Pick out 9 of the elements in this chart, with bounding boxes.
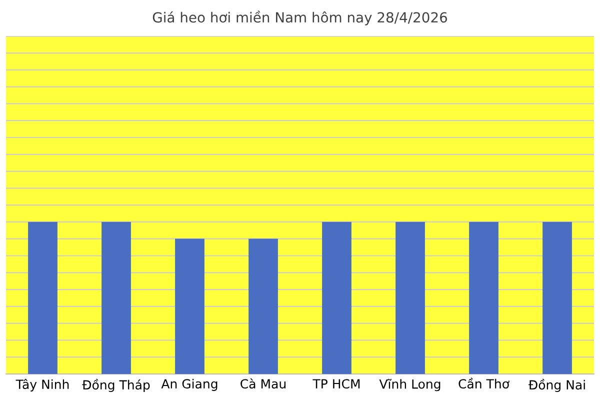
x-tick-label: Đồng Tháp	[82, 378, 150, 392]
x-tick-label: Đồng Nai	[528, 378, 585, 392]
x-tick-label: TP HCM	[312, 379, 360, 389]
x-tick-label: An Giang	[161, 378, 218, 391]
x-tick-label: Vĩnh Long	[379, 378, 440, 392]
x-tick-label: Tây Ninh	[16, 378, 69, 392]
chart-title: Giá heo hơi miền Nam hôm nay 28/4/2026	[152, 10, 448, 26]
x-tick-label: Cà Mau	[240, 378, 286, 389]
x-tick-label: Cần Thơ	[458, 378, 510, 389]
